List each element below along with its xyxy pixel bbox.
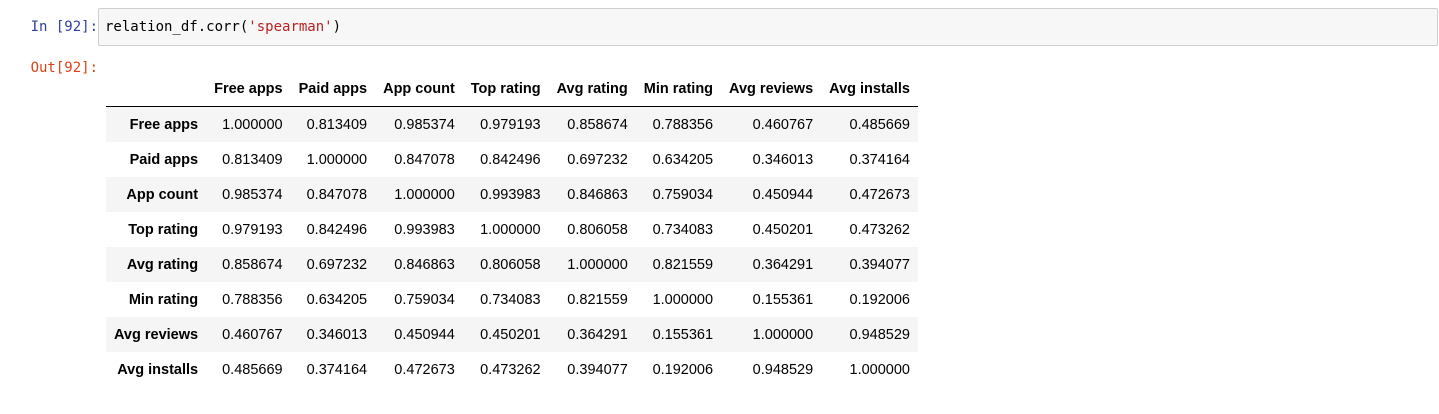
table-cell: 0.450201 (480, 326, 541, 343)
row-label: Top rating (128, 221, 199, 238)
table-cell: 0.993983 (480, 186, 541, 203)
table-cell: 0.858674 (567, 116, 628, 133)
table-cell: 0.842496 (480, 151, 541, 168)
table-cell: 0.364291 (567, 326, 628, 343)
table-cell: 0.821559 (567, 291, 628, 308)
table-cell: 0.485669 (849, 116, 910, 133)
column-header: Avg reviews (721, 72, 822, 107)
table-cell: 1.000000 (567, 256, 628, 273)
table-cell: 1.000000 (480, 221, 541, 238)
table-cell: 0.806058 (480, 256, 541, 273)
table-cell: 0.788356 (652, 116, 714, 133)
table-cell: 0.460767 (222, 326, 283, 343)
table-cell: 0.821559 (652, 256, 714, 273)
code-text: relation_df.corr( (105, 19, 249, 35)
row-label: Avg reviews (114, 326, 199, 343)
column-header: Top rating (462, 72, 549, 107)
table-cell: 0.634205 (652, 151, 714, 168)
table-cell: 0.450201 (752, 221, 814, 238)
table-row: Top rating 0.979193 0.842496 0.993983 1.0000… (106, 212, 918, 247)
table-cell: 0.847078 (306, 186, 368, 203)
table-cell: 0.472673 (394, 361, 455, 378)
table-cell: 0.759034 (394, 291, 455, 308)
code-text-suffix: ) (332, 19, 342, 35)
table-row: Avg rating 0.858674 0.697232 0.846863 0.8060… (106, 247, 918, 282)
table-row: Paid apps 0.813409 1.000000 0.847078 0.84249… (106, 142, 918, 177)
table-cell: 0.472673 (849, 186, 910, 203)
table-cell: 0.450944 (394, 326, 455, 343)
table-cell: 0.985374 (394, 116, 455, 133)
table-cell: 0.948529 (752, 361, 814, 378)
column-header: Free apps (206, 72, 291, 107)
output-prompt: Out[92]: (30, 60, 98, 76)
table-cell: 0.155361 (652, 326, 714, 343)
table-row: Avg reviews 0.460767 0.346013 0.450944 0.450… (106, 317, 918, 352)
table-cell: 0.788356 (222, 291, 283, 308)
table-cell: 0.948529 (849, 326, 910, 343)
table-cell: 0.346013 (752, 151, 814, 168)
row-label: Avg rating (126, 256, 199, 273)
table-cell: 0.858674 (222, 256, 283, 273)
table-cell: 0.813409 (222, 151, 283, 168)
table-cell: 0.979193 (480, 116, 541, 133)
column-header: App count (375, 72, 463, 107)
table-row: App count 0.985374 0.847078 1.000000 0.99398… (106, 177, 918, 212)
table-cell: 0.374164 (306, 361, 368, 378)
table-cell: 1.000000 (652, 291, 714, 308)
table-cell: 0.473262 (849, 221, 910, 238)
table-cell: 0.979193 (222, 221, 283, 238)
table-cell: 0.734083 (480, 291, 541, 308)
table-cell: 1.000000 (222, 116, 283, 133)
table-cell: 0.394077 (567, 361, 628, 378)
table-cell: 0.846863 (567, 186, 628, 203)
code-input[interactable]: relation_df.corr('spearman') (98, 8, 1438, 46)
table-cell: 0.842496 (306, 221, 368, 238)
table-cell: 0.985374 (222, 186, 283, 203)
column-header: Avg installs (821, 72, 918, 107)
column-header: Paid apps (290, 72, 376, 107)
row-label: Min rating (128, 291, 199, 308)
table-cell: 0.450944 (752, 186, 814, 203)
table-cell: 0.364291 (752, 256, 814, 273)
table-cell: 1.000000 (752, 326, 814, 343)
table-row: Min rating 0.788356 0.634205 0.759034 0.7340… (106, 282, 918, 317)
table-cell: 0.847078 (394, 151, 455, 168)
table-cell: 0.759034 (652, 186, 714, 203)
column-header: Min rating (635, 72, 722, 107)
table-cell: 0.374164 (849, 151, 910, 168)
table-cell: 0.192006 (849, 291, 910, 308)
row-label: Paid apps (129, 151, 199, 168)
table-cell: 1.000000 (306, 151, 368, 168)
table-body: Free apps 1.000000 0.813409 0.985374 0.97919… (106, 106, 918, 387)
row-label: Avg installs (117, 361, 199, 378)
table-cell: 0.806058 (567, 221, 628, 238)
row-label: Free apps (129, 116, 199, 133)
index-header (106, 72, 207, 107)
table-cell: 0.473262 (480, 361, 541, 378)
table-cell: 0.697232 (567, 151, 628, 168)
table-row: Free apps 1.000000 0.813409 0.985374 0.97919… (106, 106, 918, 142)
table-cell: 0.192006 (652, 361, 714, 378)
table-cell: 0.993983 (394, 221, 455, 238)
header-row: Free apps Paid apps App count Top rating… (106, 72, 918, 107)
table-cell: 0.155361 (752, 291, 814, 308)
table-cell: 0.846863 (394, 256, 455, 273)
correlation-table: Free apps Paid apps App count Top rating… (106, 72, 918, 387)
row-label: App count (126, 186, 199, 203)
table-cell: 0.734083 (652, 221, 714, 238)
table-cell: 0.394077 (849, 256, 910, 273)
column-header: Avg rating (548, 72, 636, 107)
table-cell: 0.634205 (306, 291, 368, 308)
table-cell: 0.485669 (222, 361, 283, 378)
table-row: Avg installs 0.485669 0.374164 0.472673 0.47… (106, 352, 918, 387)
table-cell: 0.813409 (306, 116, 368, 133)
code-string-literal: 'spearman' (248, 19, 333, 35)
table-cell: 0.697232 (306, 256, 368, 273)
table-cell: 1.000000 (849, 361, 910, 378)
table-cell: 0.460767 (752, 116, 814, 133)
table-cell: 0.346013 (306, 326, 368, 343)
input-prompt: In [92]: (30, 19, 98, 35)
table-cell: 1.000000 (394, 186, 455, 203)
